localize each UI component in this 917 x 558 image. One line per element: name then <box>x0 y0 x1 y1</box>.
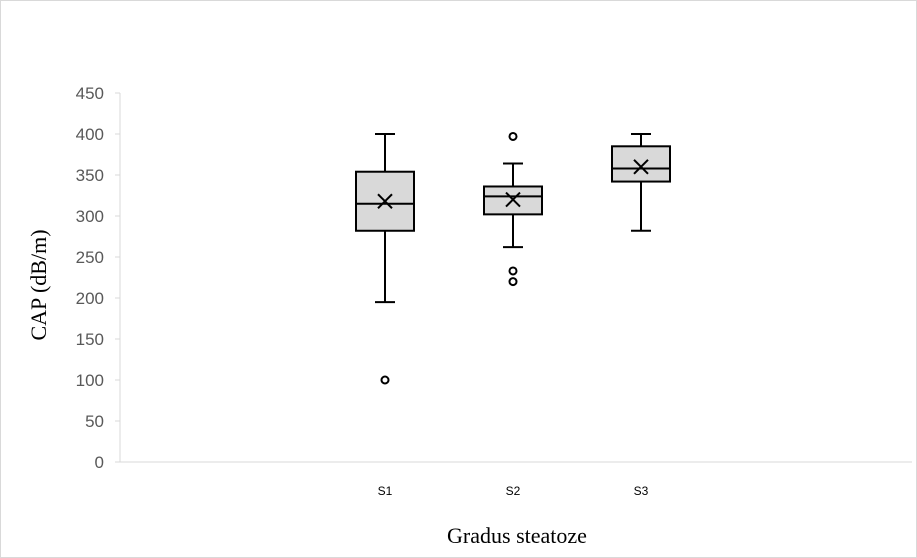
y-tick-label: 400 <box>76 125 104 144</box>
box-group-s1 <box>355 133 415 385</box>
y-tick-label: 200 <box>76 289 104 308</box>
y-tick-label: 300 <box>76 207 104 226</box>
outlier-point <box>508 266 518 276</box>
x-axis-title: Gradus steatoze <box>447 523 587 548</box>
y-tick-label: 0 <box>95 453 104 472</box>
outlier-point <box>508 277 518 287</box>
mean-marker <box>377 193 393 209</box>
y-tick-label: 350 <box>76 166 104 185</box>
box-group-s2 <box>483 131 543 287</box>
iqr-box <box>611 145 671 183</box>
y-tick-label: 50 <box>85 412 104 431</box>
mean-marker <box>505 191 521 208</box>
x-category-label: S2 <box>506 484 521 498</box>
mean-marker <box>633 159 649 175</box>
box-group-s3 <box>611 133 671 232</box>
x-category-label: S1 <box>378 484 393 498</box>
y-tick-label: 100 <box>76 371 104 390</box>
y-tick-label: 250 <box>76 248 104 267</box>
x-category-label: S3 <box>634 484 649 498</box>
y-tick-label: 150 <box>76 330 104 349</box>
y-tick-label: 450 <box>76 84 104 103</box>
y-axis-title: CAP (dB/m) <box>26 229 51 340</box>
outlier-point <box>508 131 518 141</box>
outlier-point <box>380 375 390 385</box>
